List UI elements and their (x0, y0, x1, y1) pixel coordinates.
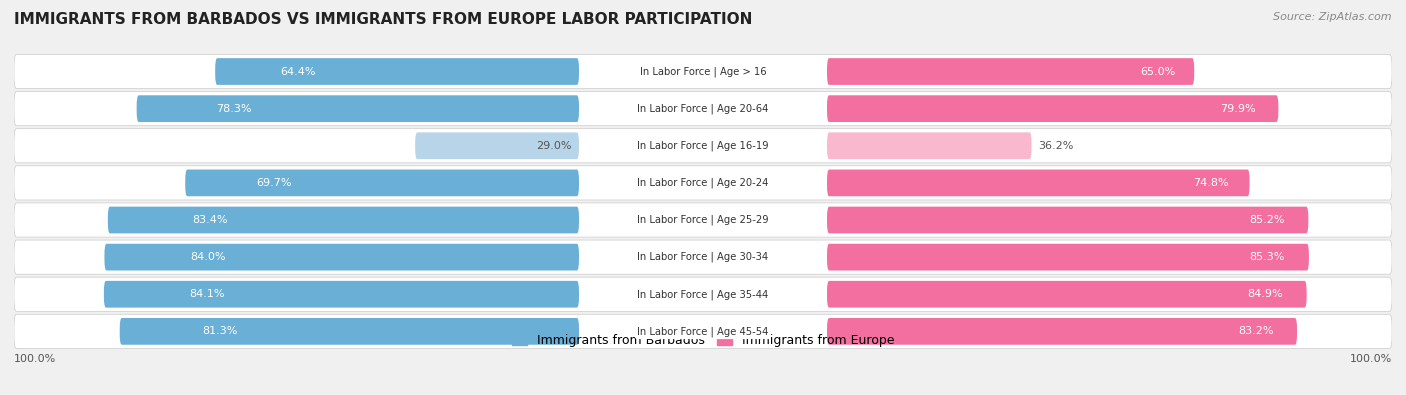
Text: In Labor Force | Age 35-44: In Labor Force | Age 35-44 (637, 289, 769, 299)
FancyBboxPatch shape (827, 132, 1032, 159)
FancyBboxPatch shape (14, 277, 1392, 311)
Text: 29.0%: 29.0% (537, 141, 572, 151)
Text: 64.4%: 64.4% (281, 66, 316, 77)
Text: 83.2%: 83.2% (1239, 326, 1274, 337)
Text: 36.2%: 36.2% (1039, 141, 1074, 151)
FancyBboxPatch shape (827, 244, 1309, 271)
FancyBboxPatch shape (215, 58, 579, 85)
FancyBboxPatch shape (120, 318, 579, 345)
Text: In Labor Force | Age 30-34: In Labor Force | Age 30-34 (637, 252, 769, 262)
FancyBboxPatch shape (14, 129, 1392, 163)
Text: In Labor Force | Age 25-29: In Labor Force | Age 25-29 (637, 215, 769, 225)
Text: In Labor Force | Age > 16: In Labor Force | Age > 16 (640, 66, 766, 77)
Text: In Labor Force | Age 16-19: In Labor Force | Age 16-19 (637, 141, 769, 151)
FancyBboxPatch shape (415, 132, 579, 159)
Legend: Immigrants from Barbados, Immigrants from Europe: Immigrants from Barbados, Immigrants fro… (506, 329, 900, 352)
Text: 84.0%: 84.0% (190, 252, 225, 262)
Text: Source: ZipAtlas.com: Source: ZipAtlas.com (1274, 12, 1392, 22)
Text: 83.4%: 83.4% (193, 215, 228, 225)
Text: 84.9%: 84.9% (1247, 289, 1282, 299)
Text: IMMIGRANTS FROM BARBADOS VS IMMIGRANTS FROM EUROPE LABOR PARTICIPATION: IMMIGRANTS FROM BARBADOS VS IMMIGRANTS F… (14, 12, 752, 27)
Text: 85.2%: 85.2% (1249, 215, 1284, 225)
FancyBboxPatch shape (827, 281, 1306, 308)
FancyBboxPatch shape (827, 318, 1296, 345)
FancyBboxPatch shape (827, 207, 1309, 233)
Text: 79.9%: 79.9% (1220, 103, 1256, 114)
FancyBboxPatch shape (14, 92, 1392, 126)
Text: 65.0%: 65.0% (1140, 66, 1175, 77)
Text: 74.8%: 74.8% (1192, 178, 1229, 188)
FancyBboxPatch shape (108, 207, 579, 233)
Text: 85.3%: 85.3% (1250, 252, 1285, 262)
FancyBboxPatch shape (136, 95, 579, 122)
Text: In Labor Force | Age 45-54: In Labor Force | Age 45-54 (637, 326, 769, 337)
Text: 81.3%: 81.3% (202, 326, 238, 337)
FancyBboxPatch shape (14, 203, 1392, 237)
FancyBboxPatch shape (104, 281, 579, 308)
FancyBboxPatch shape (14, 314, 1392, 348)
FancyBboxPatch shape (104, 244, 579, 271)
Text: 84.1%: 84.1% (190, 289, 225, 299)
Text: 69.7%: 69.7% (256, 178, 291, 188)
Text: In Labor Force | Age 20-64: In Labor Force | Age 20-64 (637, 103, 769, 114)
FancyBboxPatch shape (827, 169, 1250, 196)
FancyBboxPatch shape (186, 169, 579, 196)
FancyBboxPatch shape (14, 55, 1392, 88)
FancyBboxPatch shape (827, 58, 1194, 85)
Text: 100.0%: 100.0% (1350, 354, 1392, 364)
FancyBboxPatch shape (14, 166, 1392, 200)
FancyBboxPatch shape (14, 240, 1392, 274)
Text: 78.3%: 78.3% (217, 103, 252, 114)
FancyBboxPatch shape (827, 95, 1278, 122)
Text: 100.0%: 100.0% (14, 354, 56, 364)
Text: In Labor Force | Age 20-24: In Labor Force | Age 20-24 (637, 178, 769, 188)
